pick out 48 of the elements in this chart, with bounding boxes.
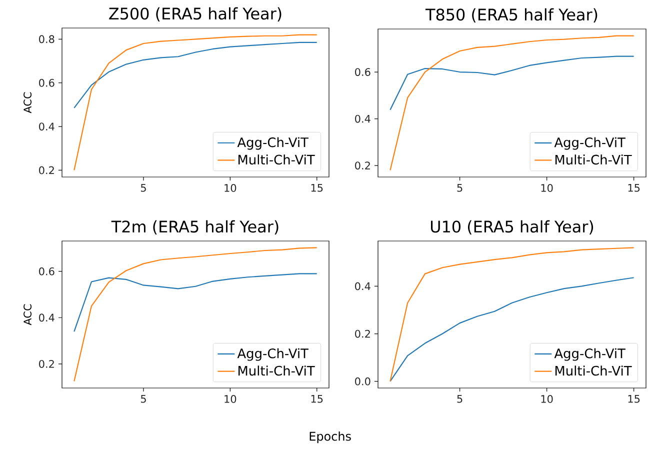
x-tick-label: 15 (628, 395, 640, 403)
legend-label: Agg-Ch-ViT (554, 348, 626, 361)
y-tick-label: 0.2 (39, 360, 54, 368)
line-series (390, 247, 634, 382)
y-tick-label: 0.6 (355, 68, 370, 76)
line-series (74, 247, 318, 382)
legend-label: Agg-Ch-ViT (237, 348, 309, 361)
y-tick-label: 0.6 (39, 267, 54, 276)
line-series (74, 34, 318, 171)
chart-title: U10 (ERA5 half Year) (431, 220, 594, 234)
legend-label: Agg-Ch-ViT (554, 137, 626, 150)
y-tick-label: 0.6 (39, 78, 54, 87)
y-tick-label: 0.4 (355, 114, 370, 123)
y-tick-label: 0.2 (355, 162, 370, 170)
y-tick-label: 0.4 (355, 282, 370, 290)
x-axis-title: Epochs (310, 432, 351, 444)
y-tick-label: 0.4 (39, 122, 54, 130)
x-tick-label: 10 (224, 395, 236, 403)
x-tick-label: 5 (457, 395, 462, 403)
chart-title: Z500 (ERA5 half Year) (109, 7, 282, 22)
x-tick-label: 10 (541, 184, 553, 192)
y-tick-label: 0.2 (355, 330, 370, 338)
line-series (390, 277, 634, 382)
legend-label: Multi-Ch-ViT (555, 154, 632, 165)
line-series (390, 35, 634, 171)
line-series (390, 56, 634, 110)
y-axis-title: ACC (24, 92, 32, 114)
y-tick-label: 0.4 (39, 314, 54, 322)
y-tick-label: 0.8 (39, 35, 54, 44)
legend-label: Agg-Ch-ViT (237, 137, 309, 150)
y-tick-label: 0.2 (39, 166, 54, 174)
x-tick-label: 10 (541, 395, 553, 403)
x-tick-label: 10 (224, 184, 236, 192)
chart-title: T2m (ERA5 half Year) (111, 220, 278, 234)
x-tick-label: 15 (311, 184, 323, 192)
y-axis-title: ACC (24, 304, 32, 326)
x-tick-label: 15 (311, 395, 323, 403)
y-tick-label: 0.0 (355, 377, 370, 386)
chart-title: T850 (ERA5 half Year) (425, 8, 598, 22)
x-tick-label: 5 (457, 184, 462, 192)
legend-label: Multi-Ch-ViT (238, 366, 315, 376)
line-series (74, 42, 318, 109)
x-tick-label: 5 (140, 395, 146, 403)
legend-label: Multi-Ch-ViT (238, 154, 315, 165)
x-tick-label: 15 (628, 184, 640, 192)
legend-label: Multi-Ch-ViT (555, 366, 632, 376)
line-series (74, 273, 318, 332)
x-tick-label: 5 (140, 184, 146, 192)
